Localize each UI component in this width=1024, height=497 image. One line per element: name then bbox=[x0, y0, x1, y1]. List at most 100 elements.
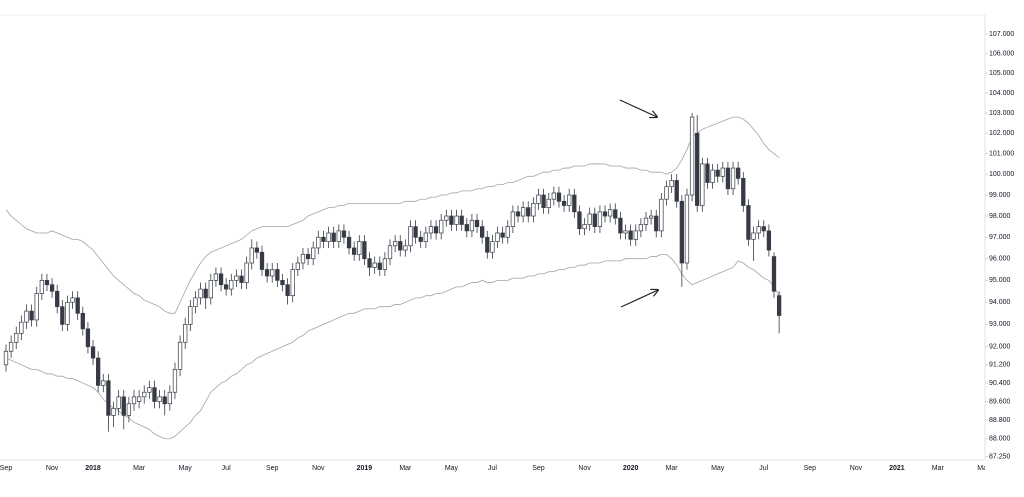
candle-body bbox=[106, 380, 111, 416]
x-tick-label: Mar bbox=[932, 465, 945, 472]
candle-body bbox=[485, 236, 490, 253]
candle-body bbox=[177, 341, 183, 370]
candle-body bbox=[510, 211, 516, 227]
x-tick-label: Jul bbox=[488, 465, 497, 472]
candle-body bbox=[321, 236, 326, 242]
bands bbox=[5, 116, 780, 440]
candle-body bbox=[183, 324, 188, 343]
candle-body bbox=[756, 226, 761, 234]
candle-body bbox=[638, 224, 644, 232]
candle-body bbox=[254, 247, 260, 253]
candle-body bbox=[582, 224, 587, 230]
candle-body bbox=[387, 245, 393, 260]
arrow bbox=[619, 99, 657, 117]
candle-body bbox=[633, 230, 638, 240]
candle-body bbox=[556, 192, 562, 202]
candle-body bbox=[623, 230, 628, 234]
y-tick-label: 107.000 bbox=[989, 31, 1014, 38]
candle-body bbox=[213, 273, 219, 281]
candle-body bbox=[725, 167, 731, 190]
candle-body bbox=[551, 192, 556, 200]
x-tick-label: 2021 bbox=[889, 465, 905, 472]
x-tick-label: Sep bbox=[0, 465, 12, 472]
candle-body bbox=[643, 217, 649, 225]
candle-body bbox=[29, 310, 34, 321]
candle-body bbox=[628, 230, 633, 240]
candle-body bbox=[418, 236, 423, 242]
candle-body bbox=[198, 288, 203, 299]
candle-body bbox=[577, 211, 582, 230]
y-tick-label: 101.000 bbox=[989, 150, 1014, 157]
x-tick-label: Sep bbox=[532, 465, 545, 472]
candle-body bbox=[362, 241, 367, 260]
y-tick-label: 91.200 bbox=[989, 362, 1011, 369]
candle-body bbox=[536, 194, 541, 204]
candle-body bbox=[469, 219, 475, 232]
candle-body bbox=[172, 369, 178, 393]
y-tick-label: 104.000 bbox=[989, 90, 1014, 97]
candle-body bbox=[679, 200, 684, 264]
candle-body bbox=[152, 387, 157, 402]
candle-body bbox=[700, 163, 705, 206]
candle-body bbox=[572, 194, 577, 213]
candle-body bbox=[65, 301, 70, 325]
candle-body bbox=[500, 232, 505, 238]
candle-body bbox=[602, 211, 608, 217]
candle-body bbox=[316, 236, 321, 249]
x-tick-label: May bbox=[179, 465, 193, 472]
candles bbox=[3, 113, 782, 432]
x-tick-label: Mar bbox=[133, 465, 146, 472]
candle-body bbox=[167, 391, 172, 405]
candle-body bbox=[746, 205, 751, 240]
candle-body bbox=[664, 186, 669, 200]
candle-body bbox=[218, 273, 224, 286]
x-tick-label: 2020 bbox=[623, 465, 639, 472]
candle-body bbox=[285, 284, 290, 297]
candle-body bbox=[270, 269, 275, 277]
x-tick-label: Nov bbox=[46, 465, 59, 472]
candle-body bbox=[705, 163, 710, 183]
candle-body bbox=[300, 254, 306, 264]
candle-body bbox=[480, 226, 485, 238]
y-tick-label: 106.000 bbox=[989, 51, 1014, 58]
candle-body bbox=[264, 269, 270, 277]
candle-body bbox=[520, 207, 526, 217]
candle-body bbox=[408, 226, 413, 247]
candle-body bbox=[459, 215, 464, 225]
candle-body bbox=[259, 251, 265, 270]
candle-body bbox=[295, 262, 300, 270]
candle-body bbox=[454, 215, 459, 225]
candle-body bbox=[648, 215, 654, 219]
candle-body bbox=[684, 194, 690, 264]
candle-body bbox=[561, 200, 567, 206]
candle-body bbox=[546, 198, 551, 208]
candle-body bbox=[234, 275, 239, 281]
y-tick-label: 88.800 bbox=[989, 417, 1011, 424]
candle-body bbox=[14, 332, 19, 343]
candle-body bbox=[249, 247, 254, 264]
candle-body bbox=[515, 211, 521, 217]
candle-body bbox=[346, 236, 352, 249]
candle-body bbox=[433, 226, 439, 234]
x-tick-label: Nov bbox=[312, 465, 325, 472]
x-tick-label: May bbox=[977, 465, 991, 472]
y-tick-label: 102.000 bbox=[989, 130, 1014, 137]
candle-body bbox=[244, 262, 249, 283]
candle-body bbox=[413, 226, 418, 238]
candle-body bbox=[162, 396, 167, 405]
x-tick-label: Mar bbox=[666, 465, 679, 472]
x-tick-label: Jul bbox=[759, 465, 768, 472]
candle-body bbox=[587, 213, 592, 225]
x-tick-label: Sep bbox=[266, 465, 279, 472]
arrow bbox=[620, 290, 658, 308]
x-tick-label: 2018 bbox=[85, 465, 101, 472]
candle-body bbox=[75, 297, 80, 314]
candle-body bbox=[90, 346, 96, 359]
candle-body bbox=[24, 310, 29, 323]
candle-body bbox=[730, 167, 736, 190]
candle-body bbox=[526, 207, 531, 217]
candle-body bbox=[428, 226, 434, 234]
y-tick-label: 92.000 bbox=[989, 344, 1011, 351]
candle-body bbox=[567, 194, 572, 206]
